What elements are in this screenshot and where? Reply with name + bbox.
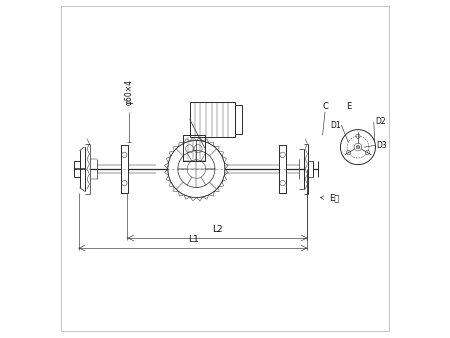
- Bar: [189, 102, 235, 137]
- Bar: [121, 145, 128, 193]
- Text: D2: D2: [375, 117, 385, 126]
- Bar: [279, 145, 286, 193]
- Text: E向: E向: [328, 193, 339, 202]
- Text: D1: D1: [330, 121, 341, 130]
- Text: C: C: [322, 102, 328, 111]
- Bar: [183, 135, 205, 161]
- Text: L1: L1: [188, 235, 198, 244]
- Text: φ60×4: φ60×4: [125, 78, 134, 104]
- Text: E: E: [346, 102, 351, 111]
- Text: D3: D3: [376, 141, 387, 150]
- Text: L2: L2: [212, 225, 223, 234]
- Bar: [235, 105, 242, 134]
